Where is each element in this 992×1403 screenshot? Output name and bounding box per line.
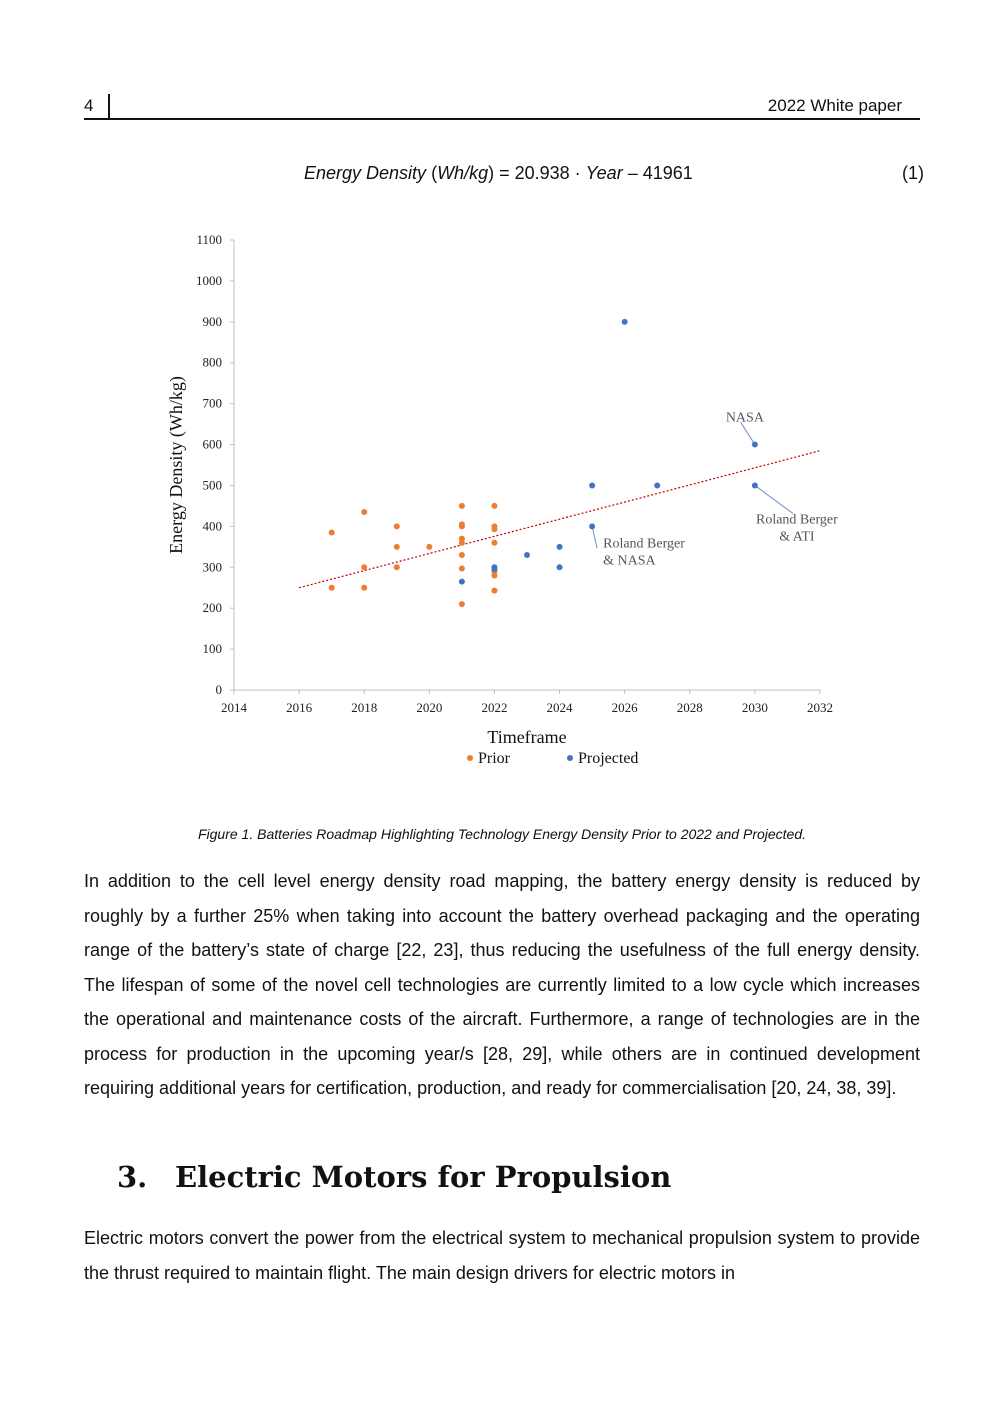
- y-tick-label: 300: [203, 559, 223, 574]
- prior-point: [328, 584, 335, 591]
- page-header: 4 2022 White paper: [84, 94, 920, 120]
- equation-lhs-name: Energy Density: [304, 163, 427, 183]
- annotation-roland-berger-ati-label: & ATI: [779, 529, 815, 544]
- prior-point: [491, 572, 498, 579]
- y-axis-title: Energy Density (Wh/kg): [166, 376, 187, 554]
- projected-point: [654, 482, 661, 489]
- x-tick-label: 2018: [351, 700, 377, 715]
- prior-point: [491, 587, 498, 594]
- section-number: 3.: [117, 1160, 148, 1194]
- y-tick-label: 900: [203, 314, 223, 329]
- y-tick-label: 500: [203, 477, 223, 492]
- prior-point: [328, 529, 335, 536]
- x-axis-title: Timeframe: [487, 727, 566, 747]
- prior-point: [458, 539, 465, 546]
- legend-label-prior: Prior: [478, 750, 511, 767]
- figure-caption: Figure 1. Batteries Roadmap Highlighting…: [197, 826, 807, 842]
- prior-point: [458, 552, 465, 558]
- projected-point: [751, 441, 758, 448]
- projected-point: [458, 578, 465, 585]
- energy-density-chart: 0 100 200 300 400 500 600 700 800 900 1000 1100 2014…: [166, 232, 838, 767]
- prior-point: [393, 564, 400, 571]
- annotation-roland-berger-ati-leader: [754, 485, 794, 514]
- y-tick-label: 0: [216, 682, 223, 697]
- x-tick-label: 2020: [416, 700, 442, 715]
- annotation-nasa-leader: [740, 422, 756, 445]
- projected-point: [751, 482, 758, 489]
- x-tick-label: 2028: [677, 700, 703, 715]
- prior-point: [361, 564, 368, 571]
- y-tick-label: 200: [203, 600, 223, 615]
- y-tick-label: 1100: [196, 232, 222, 247]
- annotation-nasa-label: NASA: [726, 411, 765, 426]
- body-paragraph-2: Electric motors convert the power from t…: [84, 1228, 920, 1283]
- x-tick-label: 2014: [221, 700, 248, 715]
- legend-marker-projected: [567, 755, 573, 761]
- equation-1: Energy Density (Wh/kg) = 20.938 · Year –…: [84, 163, 924, 187]
- prior-point: [393, 543, 400, 550]
- prior-point: [458, 502, 465, 509]
- x-tick-label: 2016: [286, 700, 313, 715]
- annotation-roland-berger-ati-label: Roland Berger: [756, 512, 838, 527]
- projected-point: [589, 523, 596, 530]
- x-tick-label: 2026: [612, 700, 639, 715]
- projected-point: [556, 543, 563, 550]
- annotation-roland-berger-nasa-leader: [591, 526, 598, 549]
- y-tick-label: 600: [203, 437, 223, 452]
- y-tick-label: 700: [203, 396, 223, 411]
- legend-marker-prior: [467, 755, 473, 761]
- x-tick-label: 2030: [742, 700, 768, 715]
- y-tick-label: 1000: [196, 273, 222, 288]
- x-tick-label: 2024: [547, 700, 574, 715]
- annotation-roland-berger-nasa-label: Roland Berger: [603, 536, 685, 551]
- prior-point: [491, 502, 498, 509]
- y-tick-label: 100: [203, 641, 223, 656]
- header-divider: [108, 94, 110, 118]
- prior-point: [491, 526, 498, 533]
- prior-point: [458, 565, 465, 572]
- prior-point: [361, 584, 368, 591]
- y-tick-label: 800: [203, 355, 223, 370]
- projected-point: [589, 482, 596, 489]
- page-number: 4: [84, 96, 94, 115]
- x-tick-label: 2032: [807, 700, 833, 715]
- running-title: 2022 White paper: [767, 96, 902, 115]
- prior-point: [491, 539, 498, 546]
- equation-intercept: 41961: [642, 163, 693, 183]
- prior-point: [458, 601, 465, 608]
- prior-point: [393, 523, 400, 530]
- projected-point: [621, 318, 628, 325]
- projected-point: [524, 552, 530, 558]
- projected-point: [556, 564, 563, 571]
- annotation-roland-berger-nasa-label: & NASA: [603, 553, 656, 568]
- equation-body: Energy Density (Wh/kg) = 20.938 · Year –…: [304, 163, 693, 183]
- equation-number: (1): [902, 163, 924, 183]
- x-tick-label: 2022: [481, 700, 507, 715]
- y-tick-label: 400: [203, 518, 223, 533]
- trendline: [298, 450, 821, 589]
- equation-coefficient: 20.938: [514, 163, 570, 183]
- prior-point: [458, 523, 465, 530]
- projected-point: [491, 566, 498, 573]
- equation-variable: Year: [585, 163, 623, 183]
- body-paragraph-1: In addition to the cell level energy den…: [84, 871, 920, 1098]
- legend-label-projected: Projected: [578, 750, 638, 767]
- prior-point: [361, 509, 368, 516]
- section-title: Electric Motors for Propulsion: [175, 1160, 672, 1194]
- prior-point: [426, 543, 433, 550]
- equation-lhs-unit: Wh/kg: [437, 163, 489, 183]
- section-heading: 3. Electric Motors for Propulsion: [117, 1160, 671, 1194]
